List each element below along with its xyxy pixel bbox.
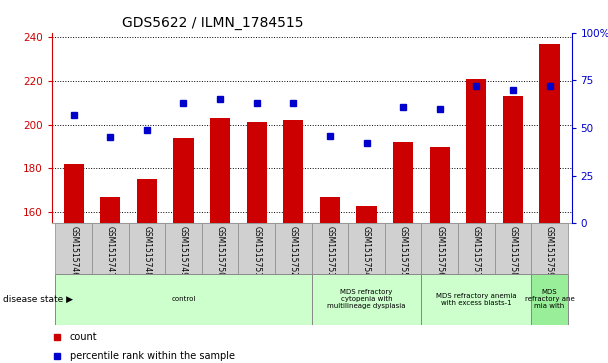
Bar	[311, 223, 348, 274]
Bar	[92, 223, 128, 274]
Bar	[137, 179, 157, 223]
Bar	[275, 223, 311, 274]
Bar	[421, 274, 531, 325]
Bar	[247, 122, 267, 223]
Text: GSM1515755: GSM1515755	[399, 226, 407, 277]
Text: GSM1515754: GSM1515754	[362, 226, 371, 277]
Bar	[100, 197, 120, 223]
Bar	[55, 274, 311, 325]
Bar	[165, 223, 202, 274]
Bar	[238, 223, 275, 274]
Bar	[202, 223, 238, 274]
Bar	[385, 223, 421, 274]
Bar	[421, 223, 458, 274]
Text: GSM1515749: GSM1515749	[179, 226, 188, 277]
Bar	[320, 197, 340, 223]
Text: disease state ▶: disease state ▶	[3, 295, 73, 304]
Text: GSM1515747: GSM1515747	[106, 226, 115, 277]
Bar	[393, 142, 413, 223]
Bar	[430, 147, 450, 223]
Bar	[128, 223, 165, 274]
Text: GSM1515759: GSM1515759	[545, 226, 554, 277]
Bar	[495, 223, 531, 274]
Text: control: control	[171, 297, 196, 302]
Text: GSM1515750: GSM1515750	[216, 226, 224, 277]
Bar	[503, 96, 523, 223]
Text: GSM1515751: GSM1515751	[252, 226, 261, 277]
Bar	[173, 138, 193, 223]
Text: GSM1515752: GSM1515752	[289, 226, 298, 277]
Text: GSM1515748: GSM1515748	[142, 226, 151, 277]
Text: MDS
refractory ane
mia with: MDS refractory ane mia with	[525, 289, 575, 310]
Bar	[311, 274, 421, 325]
Bar	[283, 120, 303, 223]
Bar	[531, 274, 568, 325]
Text: GSM1515756: GSM1515756	[435, 226, 444, 277]
Bar	[348, 223, 385, 274]
Text: GSM1515758: GSM1515758	[508, 226, 517, 277]
Bar	[466, 79, 486, 223]
Text: MDS refractory
cytopenia with
multilineage dysplasia: MDS refractory cytopenia with multilinea…	[327, 289, 406, 310]
Bar	[531, 223, 568, 274]
Bar	[356, 206, 376, 223]
Bar	[458, 223, 495, 274]
Text: count: count	[70, 332, 97, 342]
Text: GDS5622 / ILMN_1784515: GDS5622 / ILMN_1784515	[122, 16, 303, 30]
Text: percentile rank within the sample: percentile rank within the sample	[70, 351, 235, 362]
Bar	[55, 223, 92, 274]
Bar	[64, 164, 84, 223]
Bar	[210, 118, 230, 223]
Text: GSM1515753: GSM1515753	[325, 226, 334, 277]
Bar	[539, 44, 559, 223]
Text: GSM1515746: GSM1515746	[69, 226, 78, 277]
Text: GSM1515757: GSM1515757	[472, 226, 481, 277]
Text: MDS refractory anemia
with excess blasts-1: MDS refractory anemia with excess blasts…	[436, 293, 517, 306]
